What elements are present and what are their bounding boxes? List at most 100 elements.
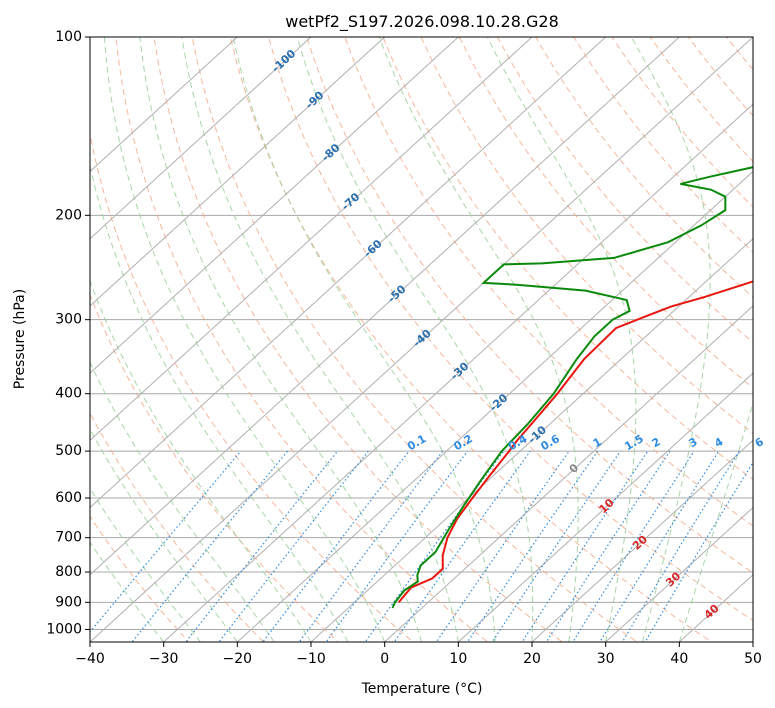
chart-title: wetPf2_S197.2026.098.10.28.G28: [285, 12, 559, 32]
isotherm: [90, 37, 607, 509]
mixing-ratio-line: [572, 450, 695, 642]
mixing-ratio-label: 4: [712, 435, 725, 450]
y-tick-label: 200: [55, 207, 82, 223]
dry-adiabat: [90, 412, 265, 642]
mixing-ratio-line: [466, 450, 599, 642]
x-tick-label: −40: [75, 651, 105, 667]
isotherm: [90, 37, 753, 642]
isotherm: [90, 37, 239, 173]
moist-adiabat: [296, 37, 534, 642]
mixing-ratio-label: 3: [687, 435, 700, 450]
mixing-ratio-label: 0.2: [452, 432, 475, 453]
x-tick-label: −10: [296, 651, 326, 667]
isotherm: [90, 37, 312, 240]
x-axis-title: Temperature (°C): [361, 681, 483, 697]
y-tick-label: 1000: [46, 621, 82, 637]
mixing-ratio-line: [393, 450, 531, 642]
x-tick-label: 50: [744, 651, 762, 667]
plot-frame: [89, 36, 754, 643]
x-tick-label: 30: [597, 651, 615, 667]
mixing-ratio-line: [599, 450, 720, 642]
mixing-ratio-line: [644, 461, 753, 642]
moist-adiabat: [181, 37, 459, 642]
isotherm: [90, 37, 681, 576]
dry-adiabats: [90, 10, 775, 654]
y-tick-label: 700: [55, 530, 82, 546]
dry-adiabat: [458, 37, 753, 389]
y-tick-label: 600: [55, 490, 82, 506]
y-tick-label: 900: [55, 594, 82, 610]
line-labels: -100-90-80-70-60-50-40-30-20-10010203040…: [269, 47, 766, 622]
mixing-ratio-label: 0.1: [405, 432, 428, 453]
isotherm: [90, 37, 386, 307]
mixing-ratio-line: [435, 450, 570, 642]
mixing-ratio-lines: [90, 450, 753, 642]
isotherm: [383, 305, 753, 642]
isotherm: [90, 37, 460, 374]
isotherm: [604, 506, 753, 642]
dry-adiabat: [535, 37, 753, 298]
dry-adiabat: [267, 37, 753, 622]
mixing-ratio-label: 1.5: [622, 432, 645, 453]
y-tick-label: 500: [55, 443, 82, 459]
mixing-ratio-line: [545, 450, 671, 642]
mixing-ratio-label: 1: [591, 435, 604, 450]
dry-adiabat: [90, 131, 414, 642]
isotherm: [457, 372, 753, 642]
y-tick-label: 800: [55, 564, 82, 580]
moist-adiabat: [678, 401, 753, 642]
mixing-ratio-line: [262, 450, 410, 642]
moist-adiabat: [90, 428, 238, 642]
dry-adiabat: [649, 37, 753, 163]
dry-adiabat: [153, 37, 564, 642]
x-tick-label: −30: [149, 651, 179, 667]
y-tick-label: 400: [55, 386, 82, 402]
x-tick-label: 10: [449, 651, 467, 667]
dry-adiabat: [573, 37, 753, 253]
dry-adiabat: [115, 37, 489, 642]
dry-adiabat: [687, 37, 753, 117]
x-tick-label: −20: [223, 651, 253, 667]
moist-adiabat: [90, 279, 312, 642]
moist-adiabat: [90, 541, 165, 642]
moist-adiabat: [486, 37, 637, 642]
temperature-profile-line: [397, 280, 753, 603]
y-axis-title: Pressure (hPa): [12, 289, 28, 389]
moist-adiabat: [90, 487, 201, 642]
moist-adiabat: [232, 37, 496, 642]
isotherm: [678, 574, 753, 642]
dry-adiabat: [90, 293, 339, 642]
isotherm: [90, 37, 533, 442]
moist-adiabat: [103, 37, 386, 642]
moist-adiabat: [378, 37, 579, 642]
moist-adiabat: [90, 361, 275, 642]
dry-adiabat: [344, 37, 753, 527]
mixing-ratio-label: 2: [650, 435, 663, 450]
mixing-ratio-label: 6: [753, 435, 766, 450]
x-tick-label: 40: [670, 651, 688, 667]
mixing-ratio-line: [185, 450, 339, 642]
mixing-ratio-line: [131, 450, 289, 642]
isotherm-label: -100: [269, 47, 298, 75]
x-tick-label: 0: [380, 651, 389, 667]
dry-adiabat: [420, 37, 753, 435]
dry-adiabat: [306, 37, 753, 574]
mixing-ratio-line: [521, 450, 649, 642]
dry-adiabat: [90, 515, 190, 642]
isotherm: [236, 170, 753, 642]
data-series: [391, 166, 753, 609]
moist-adiabat: [139, 37, 422, 642]
x-axis: −40 −30 −20 −10 0 10 20 30 40 50: [75, 642, 762, 667]
moist-adiabat: [630, 37, 711, 642]
isotherm: [310, 237, 753, 642]
dry-adiabat: [229, 37, 713, 642]
dewpoint-profile-line: [391, 166, 753, 609]
isotherm: [162, 103, 753, 642]
dry-adiabat: [382, 37, 753, 481]
dry-adiabat: [611, 37, 753, 208]
isotherm: [531, 439, 753, 642]
dry-adiabat: [743, 10, 775, 654]
mixing-ratio-line: [364, 450, 505, 642]
y-tick-label: 100: [55, 29, 82, 45]
y-axis: 100 200 300 400 500 600 700 800 900 1000: [46, 29, 90, 637]
